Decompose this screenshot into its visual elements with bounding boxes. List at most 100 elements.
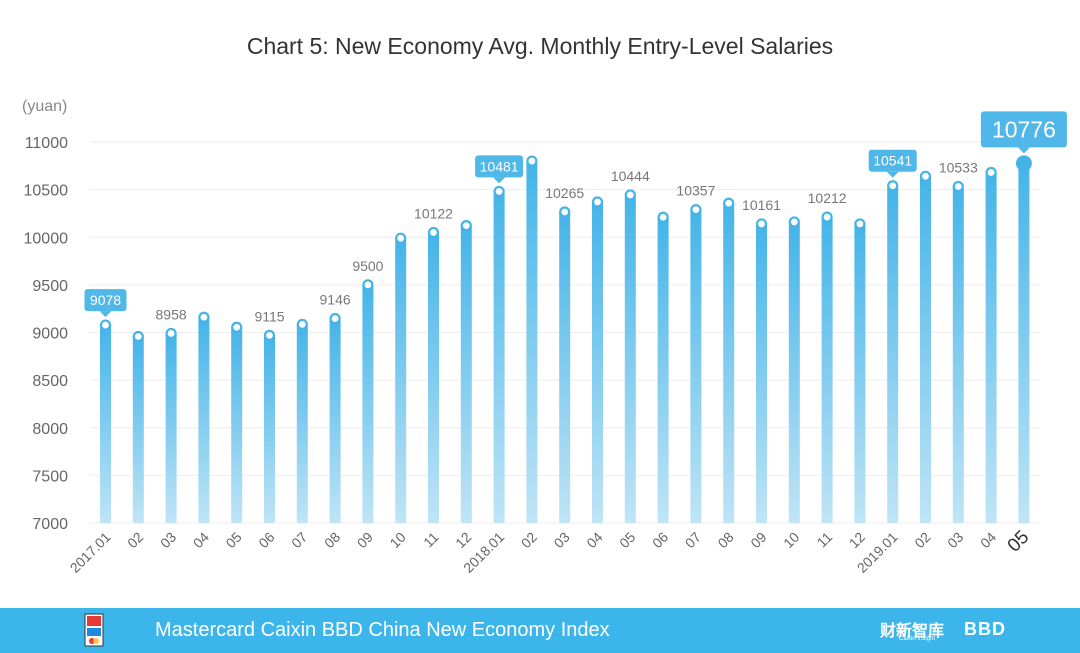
bar <box>231 327 243 523</box>
y-tick-label: 10000 <box>24 230 69 247</box>
data-label: 10444 <box>611 168 650 184</box>
x-tick-label: 02 <box>124 529 146 551</box>
data-label-callout: 9078 <box>84 289 127 318</box>
callout-box <box>84 289 127 312</box>
bar-marker <box>99 319 112 331</box>
data-label-callout: 10481 <box>475 155 524 184</box>
caixin-insight-brand: 财新智库 <box>880 623 945 640</box>
x-tick-label: 09 <box>354 529 376 551</box>
y-tick-label: 7500 <box>32 468 68 485</box>
data-label-callout: 10541 <box>868 149 917 178</box>
bar-marker <box>493 185 505 198</box>
callout-box <box>980 111 1067 148</box>
data-label: 9146 <box>320 292 351 308</box>
y-tick-label: 9500 <box>32 278 68 295</box>
bar <box>952 186 964 523</box>
bar <box>428 232 439 524</box>
x-tick-label: 03 <box>550 529 572 551</box>
data-label: 10265 <box>545 185 584 201</box>
x-tick-label: 08 <box>321 529 343 551</box>
bar <box>985 172 997 524</box>
bar <box>723 203 735 524</box>
bar-marker <box>755 218 768 230</box>
x-tick-label: 07 <box>682 529 704 551</box>
bar <box>165 333 177 523</box>
bar <box>854 223 866 524</box>
chart: Chart 5: New Economy Avg. Monthly Entry-… <box>22 33 1067 576</box>
bar-marker <box>395 232 407 244</box>
y-tick-label: 8500 <box>32 373 68 390</box>
data-label: 8958 <box>156 306 187 322</box>
bar <box>1018 163 1030 523</box>
bar <box>526 161 538 524</box>
bar <box>395 238 407 523</box>
y-tick-label: 7000 <box>32 516 68 533</box>
x-tick-label: 05 <box>1004 527 1034 557</box>
x-tick-label: 10 <box>780 529 802 551</box>
bar <box>821 217 833 523</box>
bar <box>329 318 341 523</box>
bar <box>198 317 210 523</box>
y-tick-label: 11000 <box>25 135 68 152</box>
chart-title: Chart 5: New Economy Avg. Monthly Entry-… <box>247 33 833 59</box>
footer-title: Mastercard Caixin BBD China New Economy … <box>155 619 610 641</box>
bar <box>296 324 308 523</box>
bar <box>756 223 767 524</box>
x-tick-label: 06 <box>255 529 277 551</box>
y-tick-label: 9000 <box>32 326 68 343</box>
bar <box>362 284 374 523</box>
data-label: 9115 <box>254 308 284 324</box>
bar-marker <box>427 226 440 239</box>
bar-marker <box>329 312 341 325</box>
x-tick-label: 04 <box>583 529 605 551</box>
bar <box>624 194 636 524</box>
x-tick-label: 06 <box>649 529 671 551</box>
x-tick-label: 02 <box>911 529 933 551</box>
bar-marker <box>198 311 210 323</box>
data-label: 10533 <box>939 159 978 175</box>
bar <box>460 225 472 523</box>
data-label-callout: 10776 <box>980 111 1067 154</box>
x-tick-label: 12 <box>452 529 474 551</box>
x-tick-label: 03 <box>944 529 966 551</box>
bar-marker <box>231 321 243 333</box>
bar-marker <box>887 180 899 192</box>
x-tick-label: 2017.01 <box>67 529 114 576</box>
bar <box>920 176 931 524</box>
bar-marker <box>690 204 702 216</box>
x-tick-label: 09 <box>747 529 769 551</box>
x-tick-label: 05 <box>616 529 638 551</box>
bar-marker <box>657 211 669 223</box>
data-label: 10212 <box>808 190 847 206</box>
data-label: 10161 <box>742 197 781 213</box>
caixin-insight-subtitle: Caixin Insight <box>899 636 936 642</box>
data-label: 9500 <box>352 258 383 274</box>
bbd-brand: BBD <box>964 619 1006 639</box>
bar <box>132 336 144 523</box>
bar <box>493 191 505 523</box>
bar <box>100 325 111 523</box>
data-label: 10481 <box>480 158 519 174</box>
x-tick-label: 11 <box>420 529 442 551</box>
callout-box <box>475 155 524 178</box>
x-tick-label: 08 <box>714 529 736 551</box>
data-label: 9078 <box>90 292 121 308</box>
x-tick-label: 12 <box>846 529 868 551</box>
bar <box>559 212 571 524</box>
x-tick-label: 02 <box>518 529 540 551</box>
nei-logo-icon <box>84 613 104 647</box>
bar-marker <box>985 166 997 179</box>
bar-marker <box>362 279 374 291</box>
bar-marker <box>591 196 604 208</box>
bar <box>887 185 899 523</box>
data-label: 10541 <box>873 153 912 169</box>
x-tick-label: 10 <box>386 529 408 551</box>
callout-box <box>868 149 917 172</box>
x-tick-label: 05 <box>222 529 244 551</box>
y-tick-label: 8000 <box>32 421 68 438</box>
footer-bar: Mastercard Caixin BBD China New Economy … <box>0 608 1080 653</box>
callout-pointer <box>493 177 506 184</box>
bar-marker <box>460 220 472 232</box>
x-tick-label: 04 <box>190 529 212 551</box>
data-label: 10776 <box>992 116 1056 142</box>
